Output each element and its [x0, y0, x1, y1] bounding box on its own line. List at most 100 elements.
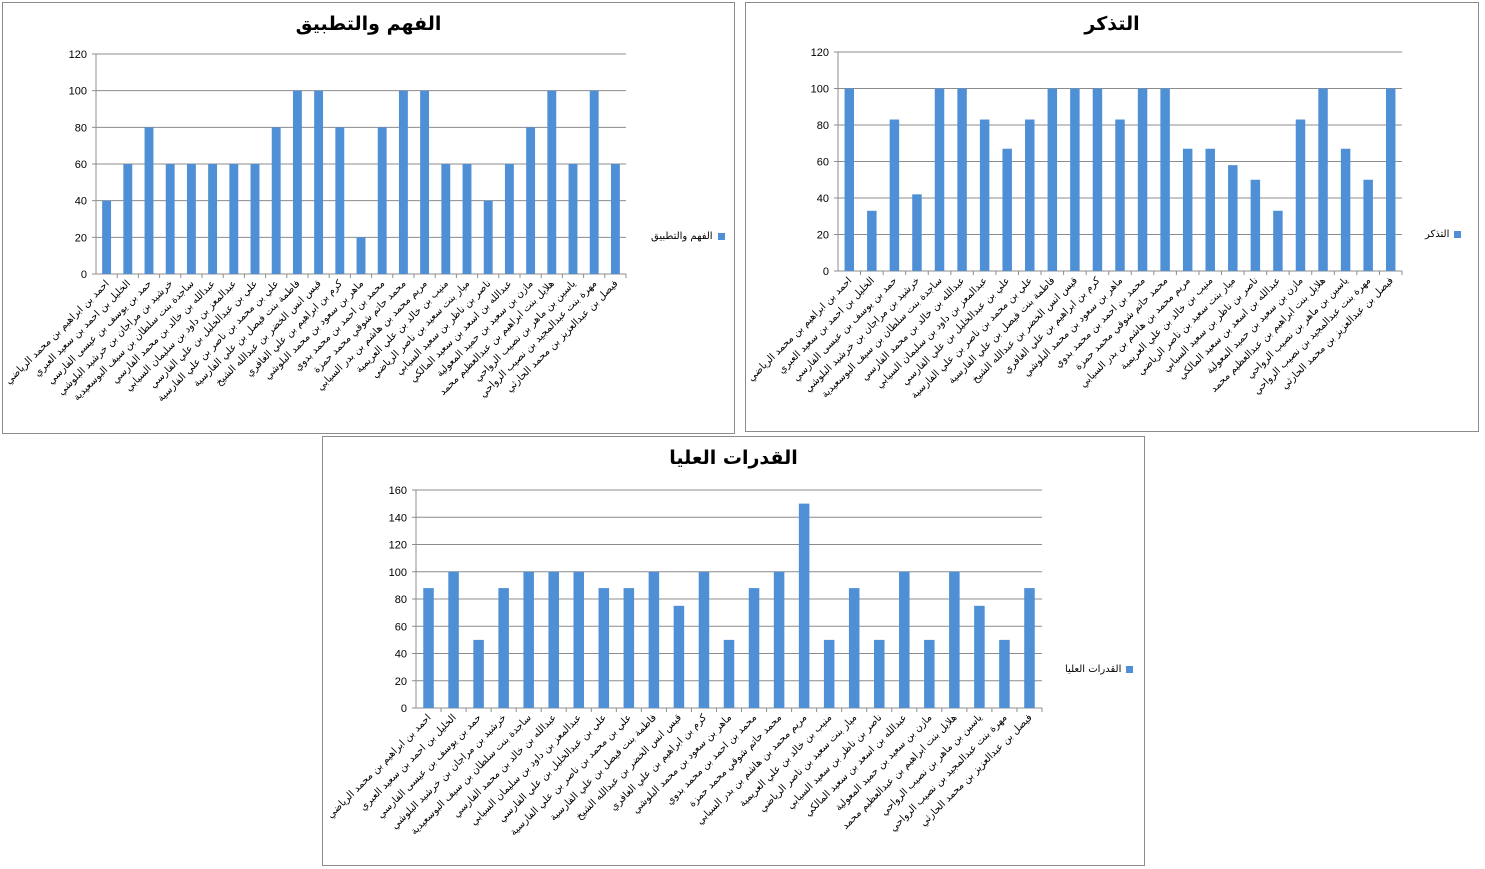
bar: [974, 605, 985, 708]
bar: [823, 639, 835, 708]
bar: [123, 164, 133, 274]
bar: [623, 588, 635, 708]
bar: [773, 571, 785, 708]
legend-label: التذكر: [1425, 229, 1450, 240]
bar: [548, 571, 559, 708]
legend-swatch: [717, 233, 725, 240]
bar: [798, 503, 810, 708]
bar: [1025, 119, 1035, 272]
y-tick-label: 20: [75, 232, 87, 244]
bar: [912, 194, 922, 271]
bar: [648, 571, 660, 708]
y-tick-label: 20: [395, 676, 407, 688]
bar: [1002, 148, 1012, 271]
bar: [547, 90, 557, 275]
chart-title: القدرات العليا: [669, 447, 798, 469]
bar: [102, 200, 112, 274]
y-tick-label: 140: [389, 512, 407, 524]
bar: [723, 639, 735, 708]
bar: [504, 164, 514, 274]
bar: [1363, 179, 1373, 271]
y-tick-label: 120: [69, 49, 87, 61]
bar: [483, 200, 493, 274]
bar: [1340, 148, 1351, 271]
bar: [1182, 148, 1193, 271]
y-tick-label: 0: [401, 703, 407, 715]
bar: [1137, 88, 1148, 271]
bar: [748, 588, 760, 708]
y-tick-label: 80: [395, 594, 407, 606]
bar: [377, 127, 387, 274]
bar: [1385, 88, 1396, 271]
y-tick-label: 120: [389, 540, 407, 552]
bar: [873, 639, 885, 708]
bar: [568, 164, 578, 274]
bar: [441, 164, 451, 274]
chart-comprehension-application: الفهم والتطبيق 0 20 40 60 80 100 120 احمد بن اب…: [2, 2, 735, 434]
bar: [1273, 210, 1283, 271]
bar: [867, 210, 877, 271]
y-tick-label: 20: [817, 230, 829, 242]
bar: [934, 88, 945, 271]
bar: [889, 119, 900, 272]
bar: [1092, 88, 1103, 271]
y-tick-label: 60: [75, 159, 87, 171]
bar: [356, 237, 366, 274]
bar: [498, 588, 509, 708]
bar: [949, 571, 960, 708]
bar: [1160, 88, 1170, 271]
bar: [598, 588, 610, 708]
y-tick-label: 80: [817, 120, 829, 132]
y-tick-label: 40: [75, 196, 87, 208]
bar: [144, 127, 154, 274]
bar: [1318, 88, 1328, 271]
bar: [1070, 88, 1080, 271]
chart-higher-abilities: القدرات العليا 0 20 40 60 80 100 120 140 160 احمد…: [322, 436, 1145, 866]
bar: [589, 90, 599, 275]
bar: [314, 90, 324, 275]
bar: [523, 571, 534, 708]
bar: [1047, 88, 1058, 271]
bar: [448, 571, 459, 708]
chart-legend: التذكر: [1425, 229, 1462, 240]
chart-legend: الفهم والتطبيق: [651, 231, 725, 242]
y-tick-label: 60: [395, 621, 407, 633]
bar: [1115, 119, 1125, 272]
y-tick-label: 100: [69, 86, 87, 98]
bar: [229, 164, 239, 274]
y-tick-label: 100: [811, 84, 829, 96]
bar: [1024, 588, 1035, 708]
y-tick-label: 120: [811, 47, 829, 59]
chart-title: الفهم والتطبيق: [295, 13, 442, 35]
y-tick-label: 60: [817, 157, 829, 169]
bar: [292, 90, 302, 275]
bar: [999, 639, 1010, 708]
chart-recall: التذكر 0 20 40 60 80 100 120 احمد بن ابراهيم بن…: [745, 2, 1479, 432]
bar: [462, 164, 472, 274]
bar: [924, 639, 935, 708]
y-tick-label: 80: [75, 122, 87, 134]
bar: [1205, 148, 1215, 271]
bar: [573, 571, 585, 708]
legend-swatch: [1454, 231, 1462, 238]
y-tick-label: 100: [389, 567, 407, 579]
bar: [979, 119, 990, 272]
bar: [1228, 165, 1238, 271]
bar: [610, 164, 620, 274]
legend-swatch: [1126, 666, 1134, 673]
bar: [848, 588, 860, 708]
bar: [335, 127, 345, 274]
legend-label: الفهم والتطبيق: [651, 231, 713, 242]
bar: [698, 571, 710, 708]
y-tick-label: 0: [823, 266, 829, 278]
bar: [673, 605, 685, 708]
bar: [165, 164, 175, 274]
bar: [423, 588, 434, 708]
bar: [473, 639, 484, 708]
bar: [271, 127, 281, 274]
bar: [420, 90, 430, 275]
y-tick-label: 160: [389, 485, 407, 497]
bar: [398, 90, 408, 275]
